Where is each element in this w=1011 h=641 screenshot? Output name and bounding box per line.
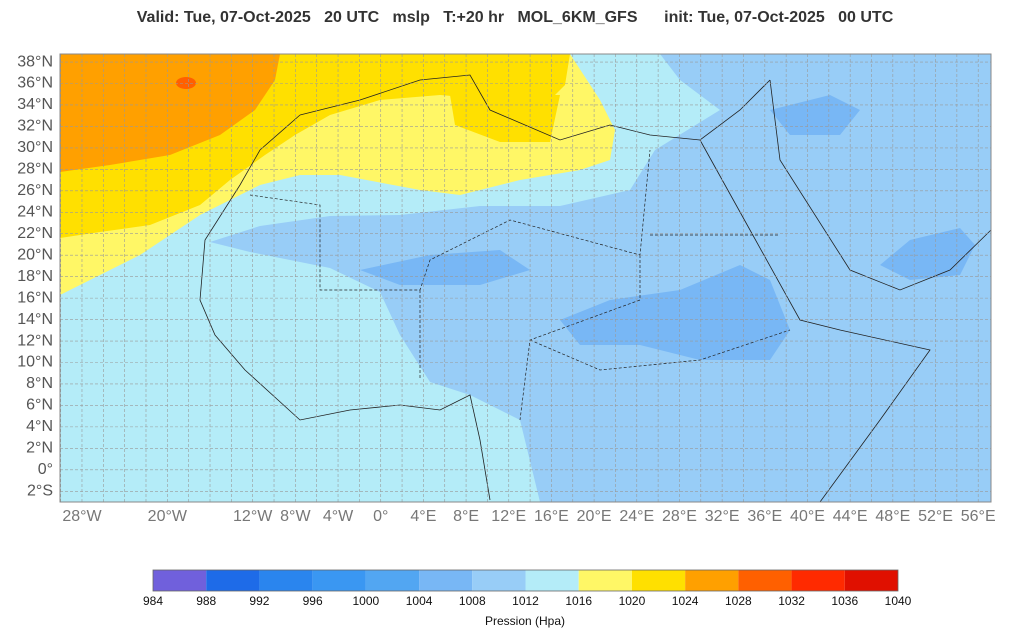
colorbar-tick-label: 1004 bbox=[406, 594, 433, 608]
colorbar-segment bbox=[738, 570, 792, 591]
lon-label: 0° bbox=[373, 508, 388, 525]
colorbar-segment bbox=[365, 570, 420, 591]
colorbar-tick-label: 984 bbox=[143, 594, 163, 608]
lat-label: 10°N bbox=[17, 354, 53, 371]
colorbar-tick-label: 1000 bbox=[353, 594, 380, 608]
colorbar-tick-label: 1012 bbox=[512, 594, 539, 608]
colorbar-segment bbox=[791, 570, 845, 591]
colorbar-tick-label: 1032 bbox=[778, 594, 805, 608]
lat-label: 26°N bbox=[17, 182, 53, 199]
lat-label: 14°N bbox=[17, 311, 53, 328]
lon-label: 12°W bbox=[233, 508, 273, 525]
colorbar-tick-label: 1028 bbox=[725, 594, 752, 608]
lon-label: 56°E bbox=[961, 508, 996, 525]
lon-label: 4°E bbox=[410, 508, 436, 525]
lat-label: 6°N bbox=[26, 397, 53, 414]
lon-label: 12°E bbox=[491, 508, 526, 525]
lat-label: 34°N bbox=[17, 96, 53, 113]
colorbar-label: Pression (Hpa) bbox=[485, 614, 565, 628]
pressure-area bbox=[880, 228, 975, 280]
lon-label: 8°W bbox=[280, 508, 311, 525]
colorbar-frame bbox=[152, 569, 899, 592]
colorbar-segment bbox=[631, 570, 686, 591]
colorbar-segment bbox=[844, 570, 898, 591]
lat-label: 20°N bbox=[17, 246, 53, 263]
lon-label: 44°E bbox=[833, 508, 868, 525]
lat-label: 38°N bbox=[17, 53, 53, 70]
title: Valid: Tue, 07-Oct-2025 20 UTC mslp T:+2… bbox=[137, 9, 894, 26]
lon-label: 24°E bbox=[619, 508, 654, 525]
pressure-area bbox=[176, 77, 196, 89]
lon-label: 32°E bbox=[705, 508, 740, 525]
colorbar-tick-label: 1020 bbox=[619, 594, 646, 608]
lat-label: 18°N bbox=[17, 268, 53, 285]
lat-label: 16°N bbox=[17, 289, 53, 306]
colorbar-segment bbox=[525, 570, 579, 591]
colorbar-segment bbox=[578, 570, 632, 591]
pressure-area bbox=[560, 265, 790, 360]
lon-label: 52°E bbox=[918, 508, 953, 525]
colorbar-segment bbox=[472, 570, 526, 591]
colorbar-tick-label: 1008 bbox=[459, 594, 486, 608]
grid bbox=[60, 54, 991, 502]
map bbox=[60, 54, 992, 503]
lat-label: 4°N bbox=[26, 418, 53, 435]
lat-label: 24°N bbox=[17, 203, 53, 220]
border bbox=[249, 149, 791, 421]
colorbar-tick-label: 1040 bbox=[885, 594, 912, 608]
lon-label: 28°E bbox=[662, 508, 697, 525]
colorbar-tick-label: 1016 bbox=[565, 594, 592, 608]
colorbar-tick-label: 992 bbox=[249, 594, 269, 608]
lon-label: 8°E bbox=[453, 508, 479, 525]
lat-label: 22°N bbox=[17, 225, 53, 242]
lat-label: 36°N bbox=[17, 75, 53, 92]
colorbar: 984 988 992 996 1000 1004 1008 1012 1016 1020 1024… bbox=[143, 569, 912, 608]
colorbar-segment bbox=[153, 570, 207, 591]
colorbar-tick-label: 988 bbox=[196, 594, 216, 608]
pressure-area bbox=[450, 95, 560, 142]
lat-label: 28°N bbox=[17, 161, 53, 178]
colorbar-segment bbox=[312, 570, 366, 591]
lon-label: 4°W bbox=[323, 508, 354, 525]
lon-label: 36°E bbox=[747, 508, 782, 525]
colorbar-tick-label: 996 bbox=[303, 594, 323, 608]
colorbar-segment bbox=[206, 570, 260, 591]
lon-label: 40°E bbox=[790, 508, 825, 525]
lat-label: 30°N bbox=[17, 139, 53, 156]
colorbar-segment bbox=[259, 570, 313, 591]
lat-label: 8°N bbox=[26, 375, 53, 392]
lat-label: 2°S bbox=[27, 482, 53, 499]
map-frame bbox=[59, 53, 992, 503]
lon-label: 48°E bbox=[875, 508, 910, 525]
colorbar-tick-label: 1036 bbox=[831, 594, 858, 608]
colorbar-segment bbox=[685, 570, 739, 591]
lon-label: 20°W bbox=[148, 508, 188, 525]
colorbar-tick-label: 1024 bbox=[672, 594, 699, 608]
coastline bbox=[199, 74, 992, 503]
lon-label: 16°E bbox=[534, 508, 569, 525]
lat-label: 32°N bbox=[17, 118, 53, 135]
lat-label: 0° bbox=[38, 461, 53, 478]
lat-label: 12°N bbox=[17, 332, 53, 349]
pressure-area bbox=[210, 54, 991, 502]
lat-label: 2°N bbox=[26, 440, 53, 457]
lon-label: 20°E bbox=[577, 508, 612, 525]
lon-label: 28°W bbox=[62, 508, 102, 525]
colorbar-segment bbox=[419, 570, 473, 591]
